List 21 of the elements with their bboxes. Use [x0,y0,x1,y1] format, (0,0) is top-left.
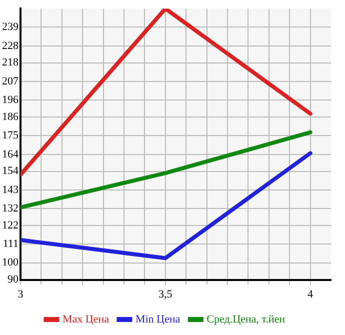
y-tick-label: 239 [2,21,19,34]
y-tick-label: 228 [2,40,19,52]
y-tick-label: 100 [2,256,19,269]
y-tick-label: 90 [8,274,19,286]
y-tick-label: 132 [2,202,18,214]
legend-label: Min Цена [135,313,180,326]
y-tick-label: 175 [2,130,19,142]
y-tick-label: 196 [2,94,19,106]
y-tick-label: 164 [2,148,19,160]
y-tick-label: 218 [2,56,19,69]
y-tick-label: 122 [2,219,18,232]
x-tick-label: 3 [18,288,24,300]
x-tick-label: 3,5 [158,288,173,300]
y-tick-label: 143 [2,184,19,196]
legend-label: Сред.Цена, т.йен [206,313,286,326]
y-tick-label: 111 [2,238,18,250]
legend-label: Max Цена [62,313,110,326]
y-tick-label: 207 [2,75,19,88]
x-tick-label: 4 [308,288,314,300]
y-tick-label: 154 [2,165,19,178]
y-tick-label: 186 [2,110,19,123]
